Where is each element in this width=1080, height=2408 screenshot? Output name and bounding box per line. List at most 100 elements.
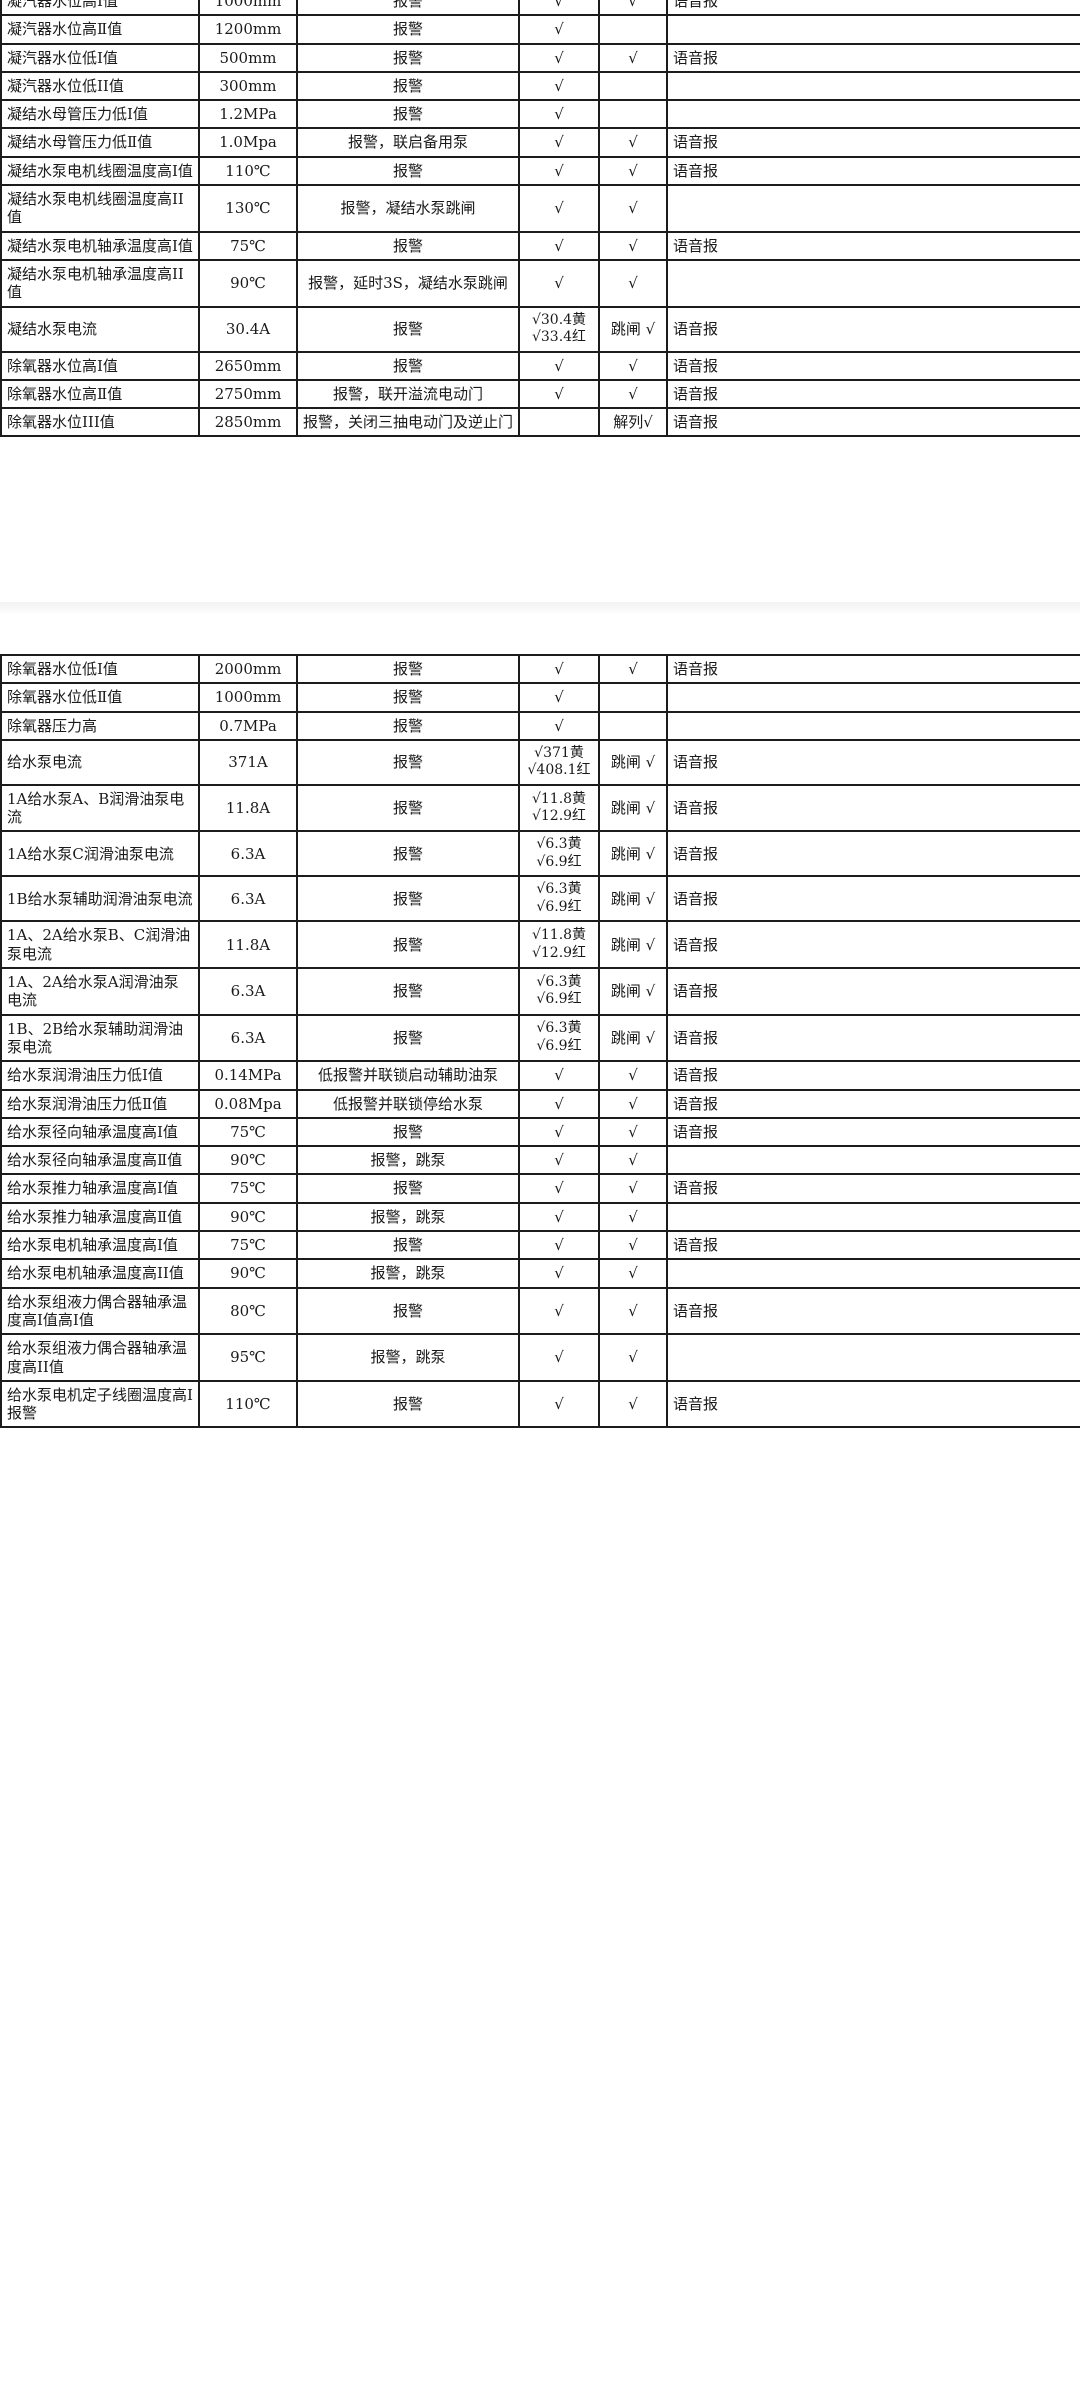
alarm-table-2: 除氧器水位低Ⅰ值 2000mm 报警 √ √ 语音报 除氧器水位低Ⅱ值 1000mm 报警 √ 除氧… bbox=[0, 654, 1080, 1429]
cell-voice-alarm: 语音报 bbox=[666, 920, 1080, 970]
cell-action: 报警 bbox=[296, 14, 520, 45]
cell-parameter-name: 给水泵推力轴承温度高Ⅰ值 bbox=[0, 1173, 200, 1204]
cell-parameter-name: 除氧器水位高Ⅰ值 bbox=[0, 350, 200, 381]
cell-indicator-check: √ bbox=[518, 184, 600, 233]
table-row: 给水泵电机轴承温度高II值 90℃ 报警，跳泵 √ √ bbox=[0, 1258, 1080, 1289]
document-block-2[interactable]: 除氧器水位低Ⅰ值 2000mm 报警 √ √ 语音报 除氧器水位低Ⅱ值 1000mm 报警 √ 除氧… bbox=[0, 654, 1080, 1429]
cell-action: 报警 bbox=[296, 1116, 520, 1148]
cell-voice-alarm: 语音报 bbox=[666, 42, 1080, 73]
cell-indicator-check: √ bbox=[518, 1286, 600, 1336]
cell-trip-check: √ bbox=[598, 258, 668, 308]
cell-action: 报警 bbox=[296, 155, 520, 187]
cell-indicator-check: √6.3黄 √6.9红 bbox=[518, 967, 600, 1016]
cell-indicator-check: √ bbox=[518, 42, 600, 73]
cell-indicator-check: √ bbox=[518, 1379, 600, 1429]
cell-action: 报警 bbox=[296, 0, 520, 17]
cell-action: 报警，跳泵 bbox=[296, 1201, 520, 1233]
cell-indicator-check: √ bbox=[518, 1060, 600, 1091]
cell-action: 报警 bbox=[296, 230, 520, 261]
cell-setpoint-value: 500mm bbox=[198, 42, 298, 73]
cell-parameter-name: 除氧器压力高 bbox=[0, 710, 200, 741]
cell-voice-alarm: 语音报 bbox=[666, 127, 1080, 158]
table-row: 凝汽器水位低II值 300mm 报警 √ bbox=[0, 70, 1080, 102]
cell-trip-check: √ bbox=[598, 230, 668, 261]
table-row: 给水泵组液力偶合器轴承温度高I值高Ⅰ值 80℃ 报警 √ √ 语音报 bbox=[0, 1286, 1080, 1336]
table-row: 给水泵电机定子线圈温度高Ⅰ报警 110℃ 报警 √ √ 语音报 bbox=[0, 1379, 1080, 1429]
cell-voice-alarm bbox=[666, 682, 1080, 713]
cell-parameter-name: 凝结水泵电流 bbox=[0, 305, 200, 353]
page-gap-1 bbox=[0, 560, 1080, 666]
cell-trip-check bbox=[598, 14, 668, 45]
cell-trip-check: 跳闸 √ bbox=[598, 967, 668, 1016]
cell-action: 报警，关闭三抽电动门及逆止门 bbox=[296, 407, 520, 438]
table-row: 除氧器水位低Ⅰ值 2000mm 报警 √ √ 语音报 bbox=[0, 654, 1080, 685]
cell-setpoint-value: 6.3A bbox=[198, 875, 298, 923]
table-row: 凝结水泵电机线圈温度高II值 130℃ 报警，凝结水泵跳闸 √ √ bbox=[0, 184, 1080, 233]
table-row: 1A、2A给水泵B、C润滑油泵电流 11.8A 报警 √11.8黄 √12.9红 跳闸 √… bbox=[0, 920, 1080, 970]
cell-action: 报警，延时3S，凝结水泵跳闸 bbox=[296, 258, 520, 308]
cell-voice-alarm: 语音报 bbox=[666, 1013, 1080, 1063]
cell-indicator-check: √ bbox=[518, 1230, 600, 1261]
cell-setpoint-value: 1.2MPa bbox=[198, 99, 298, 130]
cell-setpoint-value: 11.8A bbox=[198, 783, 298, 833]
cell-parameter-name: 给水泵电流 bbox=[0, 738, 200, 786]
cell-trip-check: √ bbox=[598, 378, 668, 410]
cell-action: 报警，跳泵 bbox=[296, 1258, 520, 1289]
cell-action: 低报警并联锁启动辅助油泵 bbox=[296, 1060, 520, 1091]
cell-indicator-check: √ bbox=[518, 350, 600, 381]
cell-indicator-check: √ bbox=[518, 1333, 600, 1382]
cell-trip-check bbox=[598, 70, 668, 102]
document-block-1[interactable]: 凝汽器水位高Ⅰ值 1000mm 报警 √ √ 语音报 凝汽器水位高Ⅱ值 1200mm 报警 √ 凝汽… bbox=[0, 0, 1080, 438]
table-row: 凝结水母管压力低Ⅰ值 1.2MPa 报警 √ bbox=[0, 99, 1080, 130]
cell-voice-alarm: 语音报 bbox=[666, 378, 1080, 410]
cell-setpoint-value: 0.14MPa bbox=[198, 1060, 298, 1091]
cell-action: 报警，联启备用泵 bbox=[296, 127, 520, 158]
cell-trip-check: √ bbox=[598, 155, 668, 187]
cell-setpoint-value: 90℃ bbox=[198, 1201, 298, 1233]
table-row: 1A给水泵A、B润滑油泵电流 11.8A 报警 √11.8黄 √12.9红 跳闸 √ 语音报 bbox=[0, 783, 1080, 833]
table-row: 除氧器水位高Ⅰ值 2650mm 报警 √ √ 语音报 bbox=[0, 350, 1080, 381]
table-row: 给水泵推力轴承温度高Ⅱ值 90℃ 报警，跳泵 √ √ bbox=[0, 1201, 1080, 1233]
cell-parameter-name: 给水泵电机轴承温度高Ⅰ值 bbox=[0, 1230, 200, 1261]
table-row: 给水泵推力轴承温度高Ⅰ值 75℃ 报警 √ √ 语音报 bbox=[0, 1173, 1080, 1204]
cell-setpoint-value: 6.3A bbox=[198, 830, 298, 878]
cell-trip-check: √ bbox=[598, 42, 668, 73]
cell-voice-alarm bbox=[666, 70, 1080, 102]
cell-setpoint-value: 1.0Mpa bbox=[198, 127, 298, 158]
cell-action: 低报警并联锁停给水泵 bbox=[296, 1088, 520, 1119]
table-row: 除氧器水位III值 2850mm 报警，关闭三抽电动门及逆止门 解列√ 语音报 bbox=[0, 407, 1080, 438]
cell-setpoint-value: 2650mm bbox=[198, 350, 298, 381]
cell-parameter-name: 凝结水泵电机轴承温度高II值 bbox=[0, 258, 200, 308]
cell-setpoint-value: 1000mm bbox=[198, 682, 298, 713]
table-row: 凝结水泵电流 30.4A 报警 √30.4黄 √33.4红 跳闸 √ 语音报 bbox=[0, 305, 1080, 353]
cell-voice-alarm: 语音报 bbox=[666, 738, 1080, 786]
cell-action: 报警 bbox=[296, 967, 520, 1016]
table-row: 1B给水泵辅助润滑油泵电流 6.3A 报警 √6.3黄 √6.9红 跳闸 √ 语音报 bbox=[0, 875, 1080, 923]
cell-indicator-check: √ bbox=[518, 1258, 600, 1289]
cell-voice-alarm: 语音报 bbox=[666, 1286, 1080, 1336]
cell-parameter-name: 给水泵径向轴承温度高Ⅰ值 bbox=[0, 1116, 200, 1148]
cell-trip-check: 解列√ bbox=[598, 407, 668, 438]
cell-setpoint-value: 2000mm bbox=[198, 654, 298, 685]
cell-voice-alarm: 语音报 bbox=[666, 1088, 1080, 1119]
cell-parameter-name: 1B、2B给水泵辅助润滑油泵电流 bbox=[0, 1013, 200, 1063]
table-row: 除氧器压力高 0.7MPa 报警 √ bbox=[0, 710, 1080, 741]
cell-parameter-name: 凝结水母管压力低Ⅱ值 bbox=[0, 127, 200, 158]
cell-parameter-name: 凝结水泵电机线圈温度高I值 bbox=[0, 155, 200, 187]
cell-indicator-check: √371黄 √408.1红 bbox=[518, 738, 600, 786]
cell-trip-check: √ bbox=[598, 1173, 668, 1204]
table-row: 给水泵组液力偶合器轴承温度高II值 95℃ 报警，跳泵 √ √ bbox=[0, 1333, 1080, 1382]
cell-voice-alarm bbox=[666, 99, 1080, 130]
cell-setpoint-value: 75℃ bbox=[198, 1230, 298, 1261]
cell-action: 报警 bbox=[296, 1286, 520, 1336]
cell-setpoint-value: 2850mm bbox=[198, 407, 298, 438]
cell-setpoint-value: 90℃ bbox=[198, 1258, 298, 1289]
cell-trip-check: √ bbox=[598, 1230, 668, 1261]
cell-trip-check: 跳闸 √ bbox=[598, 305, 668, 353]
cell-indicator-check: √6.3黄 √6.9红 bbox=[518, 1013, 600, 1063]
cell-parameter-name: 凝汽器水位低Ⅰ值 bbox=[0, 42, 200, 73]
cell-trip-check: √ bbox=[598, 184, 668, 233]
cell-indicator-check: √11.8黄 √12.9红 bbox=[518, 783, 600, 833]
cell-indicator-check: √ bbox=[518, 230, 600, 261]
cell-indicator-check: √ bbox=[518, 1145, 600, 1176]
